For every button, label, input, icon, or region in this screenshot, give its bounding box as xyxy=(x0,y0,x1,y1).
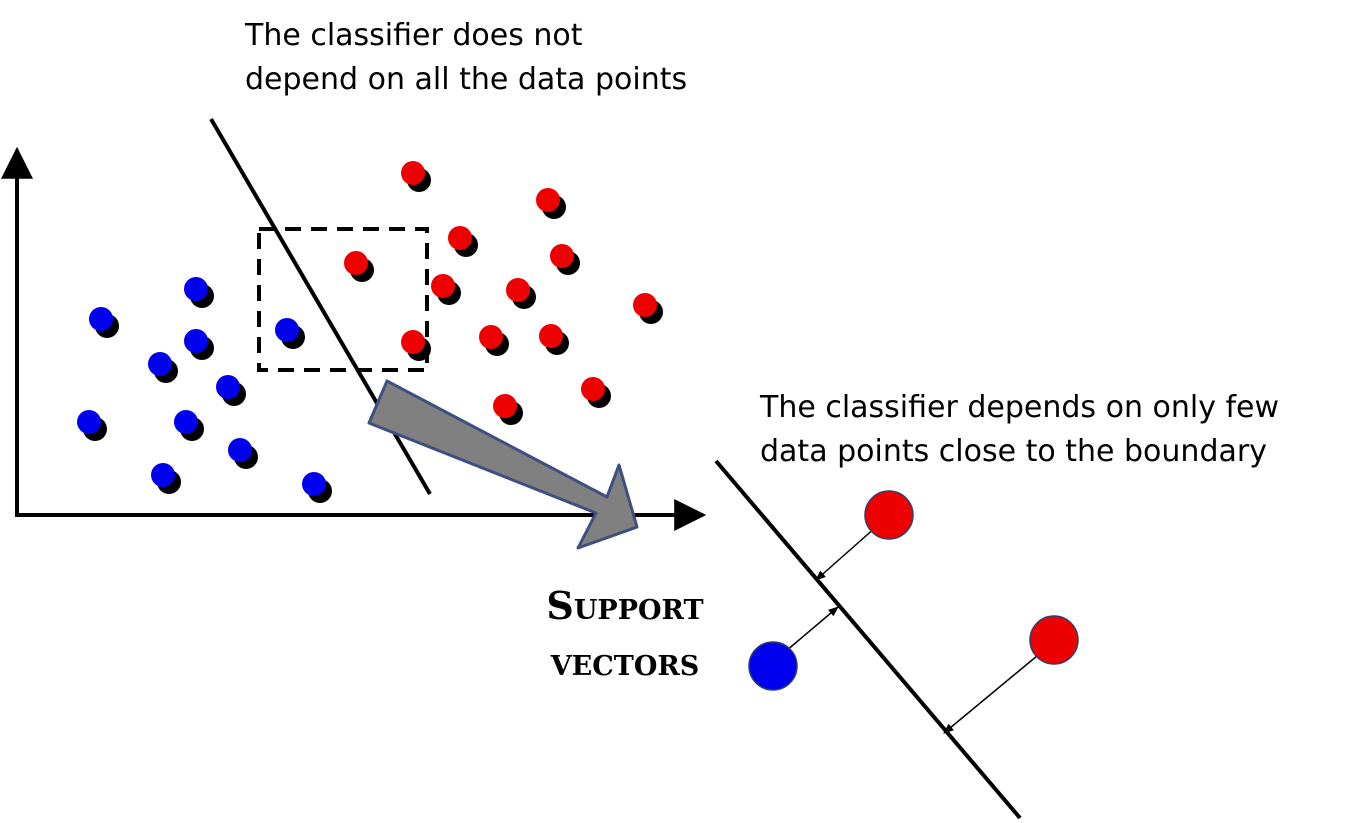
red-point-dot xyxy=(479,325,503,349)
support-vector-blue xyxy=(748,641,798,691)
blue-point xyxy=(77,410,107,441)
red-point-dot xyxy=(401,330,425,354)
blue-point-dot xyxy=(148,352,172,376)
red-point-dot xyxy=(550,244,574,268)
margin-line-blue xyxy=(785,606,839,652)
red-point xyxy=(539,324,569,355)
blue-point-dot xyxy=(174,410,198,434)
red-point-dot xyxy=(401,161,425,185)
red-point xyxy=(401,330,431,361)
blue-point-dot xyxy=(184,329,208,353)
red-point xyxy=(493,394,523,425)
blue-point xyxy=(275,318,305,349)
support-vector-red-top xyxy=(864,490,914,540)
blue-point xyxy=(89,307,119,338)
blue-point xyxy=(216,375,246,406)
red-point xyxy=(344,251,374,282)
red-point-dot xyxy=(581,377,605,401)
red-point-dot xyxy=(633,293,657,317)
margin-line-red-top xyxy=(815,526,877,581)
blue-point-dot xyxy=(275,318,299,342)
red-point xyxy=(550,244,580,275)
scatter-points xyxy=(77,161,663,503)
caption-right-line1: The classifier depends on only few xyxy=(760,390,1280,425)
blue-point-dot xyxy=(228,438,252,462)
caption-top: The classifier does not depend on all th… xyxy=(245,14,687,102)
blue-point xyxy=(151,463,181,494)
red-point xyxy=(581,377,611,408)
blue-point xyxy=(302,472,332,503)
blue-point-dot xyxy=(151,463,175,487)
caption-right-line2: data points close to the boundary xyxy=(760,434,1267,469)
red-point-dot xyxy=(506,278,530,302)
red-point-dot xyxy=(539,324,563,348)
blue-point-dot xyxy=(184,277,208,301)
support-vectors xyxy=(748,490,1079,691)
support-vectors-label-line1: Support xyxy=(546,583,704,628)
blue-point xyxy=(184,329,214,360)
red-point xyxy=(431,274,461,305)
blue-point-dot xyxy=(89,307,113,331)
red-point xyxy=(506,278,536,309)
red-point-dot xyxy=(448,226,472,250)
blue-point xyxy=(184,277,214,308)
blue-point xyxy=(174,410,204,441)
axes xyxy=(1,146,707,531)
zoom-arrow xyxy=(367,379,639,550)
support-vectors-label-line2: vectors xyxy=(550,639,700,684)
support-vectors-label: Support vectors xyxy=(505,578,745,690)
margin-connectors xyxy=(785,526,1044,734)
blue-point-dot xyxy=(216,375,240,399)
red-point xyxy=(401,161,431,192)
caption-right: The classifier depends on only few data … xyxy=(760,386,1279,474)
dashed-selection-box xyxy=(257,227,429,372)
red-point-dot xyxy=(536,188,560,212)
decision-boundary-zoomed xyxy=(714,459,1022,820)
support-vector-red-bottom xyxy=(1029,615,1079,665)
blue-point-dot xyxy=(77,410,101,434)
red-point xyxy=(536,188,566,219)
red-point-dot xyxy=(493,394,517,418)
decision-boundary-left xyxy=(209,117,432,496)
red-point xyxy=(633,293,663,324)
red-point xyxy=(448,226,478,257)
red-point-dot xyxy=(431,274,455,298)
blue-point xyxy=(148,352,178,383)
blue-point-dot xyxy=(302,472,326,496)
margin-line-red-bottom xyxy=(943,650,1044,734)
blue-point xyxy=(228,438,258,469)
caption-top-line2: depend on all the data points xyxy=(245,62,688,97)
caption-top-line1: The classifier does not xyxy=(245,18,583,53)
red-point xyxy=(479,325,509,356)
red-point-dot xyxy=(344,251,368,275)
